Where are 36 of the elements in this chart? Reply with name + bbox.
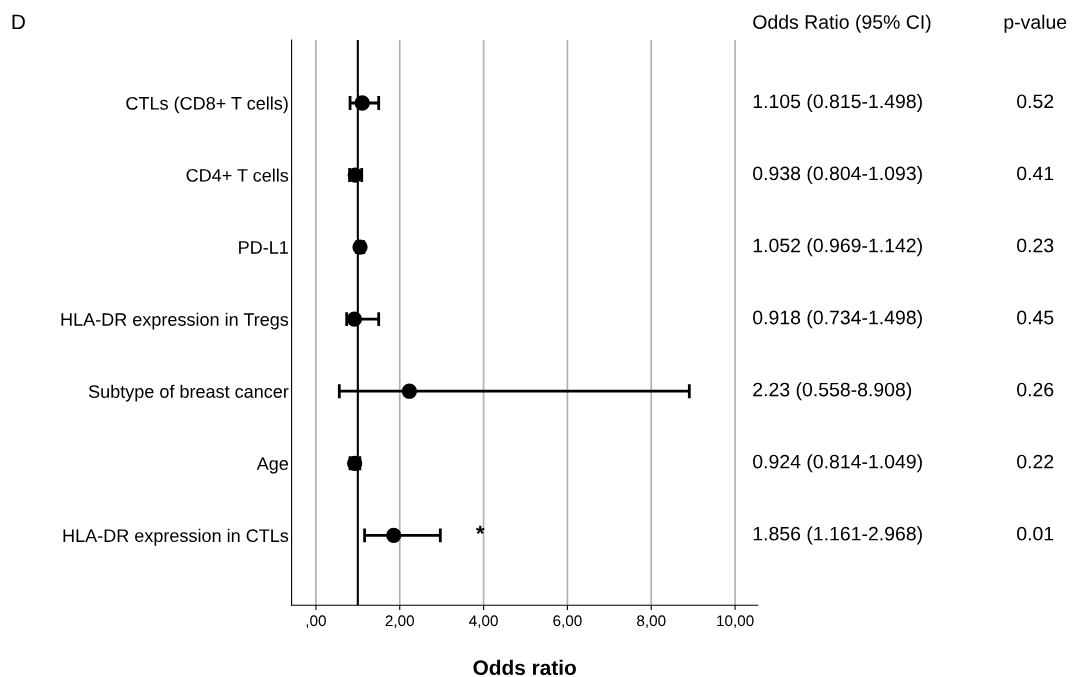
point: [386, 527, 402, 543]
y-tick-label: CTLs (CD8+ T cells): [126, 96, 288, 114]
annotation: 0.918 (0.734-1.498): [753, 310, 922, 329]
annotation: 0.938 (0.804-1.093): [753, 165, 922, 185]
annotation: 0.924 (0.814-1.049): [753, 454, 922, 473]
point: [354, 95, 370, 111]
text: p-value: [1004, 14, 1067, 33]
text: 0.01: [1017, 526, 1054, 541]
text: 0.23: [1017, 238, 1054, 253]
annotation: 1.052 (0.969-1.142): [753, 238, 922, 257]
y-tick-label: HLA-DR expression in CTLs: [63, 528, 289, 546]
text: 0.41: [1017, 166, 1054, 181]
annotation: 2.23 (0.558-8.908): [753, 382, 912, 401]
y-tick-label: PD-L1: [239, 241, 288, 254]
x-tick-label: ,00: [306, 615, 326, 628]
text: 0.52: [1017, 94, 1054, 109]
x-tick-label: 4,00: [469, 615, 498, 628]
x-tick-label: 2,00: [385, 615, 415, 628]
point: [401, 383, 418, 399]
y-tick-label: Age: [256, 457, 289, 474]
text: Odds Ratio (95% CI): [753, 14, 931, 33]
text: D: [12, 14, 25, 30]
y-tick-label: HLA-DR expression in Tregs: [61, 312, 289, 330]
text: 0.45: [1017, 310, 1054, 325]
x-tick-label: 6,00: [553, 615, 582, 628]
text: 0.26: [1017, 382, 1054, 397]
y-tick-label: CD4+ T cells: [186, 168, 289, 182]
annotation: 1.856 (1.161-2.968): [753, 526, 922, 545]
y-tick-label: Subtype of breast cancer: [88, 384, 289, 402]
annotation: *: [475, 525, 485, 535]
x-tick-label: 10,00: [717, 615, 754, 628]
text: 0.22: [1017, 454, 1054, 469]
x-tick-label: 8,00: [637, 615, 666, 628]
point: [346, 311, 363, 327]
annotation: 1.105 (0.815-1.498): [753, 93, 922, 113]
x-axis-title: Odds ratio: [473, 659, 576, 676]
